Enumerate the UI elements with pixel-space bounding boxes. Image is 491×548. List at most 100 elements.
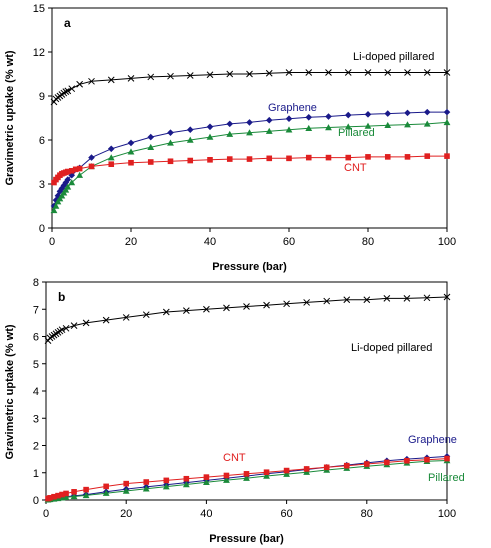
x-tick-label: 40 — [200, 508, 212, 520]
x-tick-label: 20 — [120, 508, 132, 520]
data-point — [325, 69, 332, 76]
data-point — [263, 472, 270, 479]
data-point — [423, 69, 431, 76]
series-label-li-doped-pillared: Li-doped pillared — [353, 51, 434, 63]
data-point — [345, 154, 352, 161]
data-point — [68, 85, 76, 93]
data-point — [325, 124, 332, 131]
y-tick-label: 3 — [33, 413, 39, 425]
y-tick-label: 8 — [33, 277, 39, 289]
data-point — [62, 324, 70, 332]
data-point — [102, 316, 110, 324]
data-point — [186, 136, 194, 143]
data-point — [444, 153, 450, 159]
data-point — [71, 489, 77, 495]
series-pillared — [44, 457, 451, 503]
data-point — [303, 299, 311, 306]
data-point — [62, 88, 70, 95]
data-point — [102, 489, 110, 496]
data-point — [305, 69, 313, 76]
data-point — [123, 480, 129, 487]
data-point — [344, 123, 352, 130]
data-point — [404, 121, 411, 128]
panel-label: b — [58, 290, 65, 304]
data-point — [167, 158, 174, 165]
series-label-graphene: Graphene — [408, 434, 457, 446]
data-point — [183, 475, 190, 482]
data-point — [403, 294, 411, 302]
data-point — [203, 305, 210, 313]
y-axis-label: Gravimetric uptake (% wt) — [4, 324, 16, 459]
x-tick-label: 80 — [362, 236, 374, 248]
data-point — [68, 179, 76, 186]
data-point — [443, 69, 451, 76]
y-tick-label: 12 — [33, 47, 45, 59]
data-point — [423, 108, 431, 116]
data-point — [68, 168, 75, 174]
data-point — [323, 297, 331, 305]
data-point — [246, 119, 253, 126]
data-point — [443, 119, 451, 126]
data-point — [424, 153, 431, 159]
data-point — [72, 166, 79, 173]
data-point — [404, 154, 411, 160]
data-point — [187, 157, 194, 164]
data-point — [107, 76, 115, 84]
data-point — [162, 308, 170, 316]
data-point — [283, 470, 290, 477]
data-point — [51, 493, 57, 500]
data-point — [286, 155, 292, 162]
data-point — [384, 121, 392, 129]
y-tick-label: 0 — [33, 495, 39, 507]
data-point — [305, 113, 313, 121]
x-tick-label: 0 — [43, 508, 49, 520]
chart-panel-b: 0 20 40 60 80 100 0 1 2 3 4 5 6 7 8 Pressure (bar) Gravi… — [4, 277, 465, 545]
data-point — [325, 113, 332, 120]
data-point — [58, 326, 66, 334]
data-point — [167, 72, 174, 80]
plot-frame — [51, 7, 448, 229]
data-point — [223, 472, 230, 479]
y-tick-label: 6 — [33, 332, 39, 344]
data-point — [163, 477, 170, 484]
data-point — [47, 495, 53, 501]
y-tick-label: 7 — [33, 304, 39, 316]
data-point — [182, 481, 190, 488]
data-point — [70, 322, 78, 329]
data-point — [203, 474, 210, 480]
data-point — [64, 87, 72, 95]
data-point — [285, 69, 293, 76]
data-point — [265, 69, 273, 77]
data-point — [226, 120, 234, 128]
y-tick-label: 6 — [39, 135, 45, 147]
y-tick-label: 3 — [39, 179, 45, 191]
data-point — [52, 202, 60, 209]
series-label-cnt: CNT — [344, 162, 367, 174]
series-label-li-doped-pillared: Li-doped pillared — [351, 342, 432, 354]
data-point — [147, 133, 155, 141]
data-point — [88, 154, 95, 161]
y-tick-label: 0 — [39, 223, 45, 235]
data-point — [107, 145, 115, 153]
x-tick-label: 60 — [283, 236, 295, 248]
data-point — [103, 483, 109, 490]
data-point — [70, 493, 78, 500]
data-point — [206, 123, 214, 131]
data-point — [143, 479, 150, 485]
data-point — [364, 461, 370, 467]
data-point — [108, 161, 115, 167]
data-point — [203, 478, 210, 486]
data-point — [162, 483, 170, 490]
data-point — [127, 148, 135, 155]
data-point — [243, 303, 250, 310]
data-point — [167, 129, 174, 136]
y-axis-label: Gravimetric uptake (% wt) — [4, 50, 16, 185]
data-point — [424, 456, 430, 463]
x-tick-label: 40 — [204, 236, 216, 248]
data-point — [65, 168, 71, 175]
x-tick-label: 60 — [280, 508, 292, 520]
data-point — [51, 179, 57, 186]
data-point — [384, 110, 392, 117]
data-point — [283, 300, 290, 308]
data-point — [62, 493, 70, 500]
